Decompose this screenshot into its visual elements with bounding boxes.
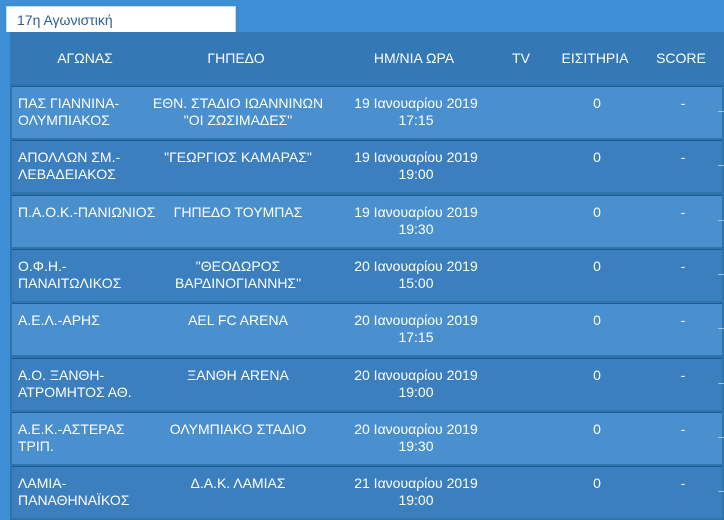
row-divider xyxy=(718,328,724,330)
table-row: Ο.Φ.Η.-ΠΑΝΑΙΤΩΛΙΚΟΣ "ΘΕΟΔΩΡΟΣ ΒΑΡΔΙΝΟΓΙΑΝ… xyxy=(12,248,724,301)
match-name: Ο.Φ.Η.-ΠΑΝΑΙΤΩΛΙΚΟΣ xyxy=(18,257,122,291)
match-time: 19:30 xyxy=(398,437,434,454)
venue-name: ΓΗΠΕΔΟ ΤΟΥΜΠΑΣ xyxy=(173,203,303,220)
match-datetime: 20 Ιανουαρίου 2019 17:15 xyxy=(330,312,502,346)
match-name: ΠΑΣ ΓΙΑΝΝΙΝΑ-ΟΛΥΜΠΙΑΚΟΣ xyxy=(18,95,120,128)
tickets-count: 0 xyxy=(593,475,601,492)
match-score: - xyxy=(680,312,686,329)
venue-name: ΟΛΥΜΠΙΑΚΟ ΣΤΑΔΙΟ xyxy=(169,420,307,437)
table-row: ΛΑΜΙΑ-ΠΑΝΑΘΗΝΑΪΚΟΣ Δ.Α.Κ. ΛΑΜΙΑΣ 21 Ιανουα… xyxy=(12,466,724,519)
match-datetime: 19 Ιανουαρίου 2019 19:30 xyxy=(330,204,502,238)
match-datetime: 19 Ιανουαρίου 2019 17:15 xyxy=(330,95,502,129)
table-row: Α.Ο. ΞΑΝΘΗ-ΑΤΡΟΜΗΤΟΣ ΑΘ. ΞΑΝΘΗ ARENA 20 Ια… xyxy=(12,357,724,410)
match-name: Α.Ε.Κ.-ΑΣΤΕΡΑΣ ΤΡΙΠ. xyxy=(18,420,125,454)
header-tickets: ΕΙΣΙΤΗΡΙΑ xyxy=(561,50,629,66)
match-time: 19:00 xyxy=(398,166,434,183)
match-date: 20 Ιανουαρίου 2019 xyxy=(354,312,478,329)
match-name: Α.Ο. ΞΑΝΘΗ-ΑΤΡΟΜΗΤΟΣ ΑΘ. xyxy=(18,366,132,400)
table-row: Π.Α.Ο.Κ.-ΠΑΝΙΩΝΙΟΣ ΓΗΠΕΔΟ ΤΟΥΜΠΑΣ 19 Ιανου… xyxy=(12,194,724,247)
tickets-count: 0 xyxy=(593,149,601,166)
tickets-count: 0 xyxy=(593,257,601,274)
match-score: - xyxy=(680,257,686,274)
row-divider xyxy=(718,382,724,384)
venue-name: AEL FC ARENA xyxy=(188,312,288,329)
match-score: - xyxy=(680,420,686,437)
tickets-count: 0 xyxy=(593,95,601,111)
table-row: Α.Ε.Λ.-ΑΡΗΣ AEL FC ARENA 20 Ιανουαρίου 201… xyxy=(12,303,724,356)
table-row: Α.Ε.Κ.-ΑΣΤΕΡΑΣ ΤΡΙΠ. ΟΛΥΜΠΙΑΚΟ ΣΤΑΔΙΟ 20 Ι… xyxy=(12,411,724,464)
match-date: 20 Ιανουαρίου 2019 xyxy=(354,420,478,437)
match-score: - xyxy=(680,366,686,383)
table-row: ΑΠΟΛΛΩΝ ΣΜ.-ΛΕΒΑΔΕΙΑΚΟΣ "ΓΕΩΡΓΙΟΣ ΚΑΜΑΡΑΣ… xyxy=(12,140,724,193)
tab-matchday[interactable]: 17η Αγωνιστική xyxy=(6,6,236,32)
venue-name: ΕΘΝ. ΣΤΑΔΙΟ ΙΩΑΝΝΙΝΩΝ "ΟΙ ΖΩΣΙΜΑΔΕΣ" xyxy=(152,95,324,128)
match-time: 17:15 xyxy=(398,112,434,128)
match-date: 20 Ιανουαρίου 2019 xyxy=(354,257,478,274)
match-score: - xyxy=(680,203,686,220)
match-datetime: 21 Ιανουαρίου 2019 19:00 xyxy=(330,475,502,509)
match-name: ΑΠΟΛΛΩΝ ΣΜ.-ΛΕΒΑΔΕΙΑΚΟΣ xyxy=(18,149,121,183)
match-name: Α.Ε.Λ.-ΑΡΗΣ xyxy=(18,312,100,329)
header-tv: TV xyxy=(512,50,530,66)
match-score: - xyxy=(680,475,686,492)
table-row: ΠΑΣ ΓΙΑΝΝΙΝΑ-ΟΛΥΜΠΙΑΚΟΣ ΕΘΝ. ΣΤΑΔΙΟ ΙΩΑΝΝ… xyxy=(12,86,724,138)
match-date: 21 Ιανουαρίου 2019 xyxy=(354,475,478,492)
match-datetime: 20 Ιανουαρίου 2019 19:30 xyxy=(330,421,502,455)
tickets-count: 0 xyxy=(593,312,601,329)
header-venue: ΓΗΠΕΔΟ xyxy=(207,50,265,66)
match-time: 19:00 xyxy=(398,492,434,509)
fixtures-table: ΑΓΩΝΑΣ ΓΗΠΕΔΟ ΗΜ/ΝΙΑ ΩΡΑ TV ΕΙΣΙΤΗΡΙΑ SC… xyxy=(10,32,724,520)
match-date: 20 Ιανουαρίου 2019 xyxy=(354,366,478,383)
match-score: - xyxy=(680,95,686,111)
match-time: 15:00 xyxy=(398,274,434,291)
venue-name: ΞΑΝΘΗ ARENA xyxy=(187,366,289,383)
match-date: 19 Ιανουαρίου 2019 xyxy=(354,149,478,166)
tickets-count: 0 xyxy=(593,366,601,383)
venue-name: "ΘΕΟΔΩΡΟΣ ΒΑΡΔΙΝΟΓΙΑΝΝΗΣ" xyxy=(174,257,302,291)
tickets-count: 0 xyxy=(593,203,601,220)
venue-name: Δ.Α.Κ. ΛΑΜΙΑΣ xyxy=(190,475,286,492)
row-divider xyxy=(718,219,724,221)
match-date: 19 Ιανουαρίου 2019 xyxy=(354,203,478,220)
tickets-count: 0 xyxy=(593,420,601,437)
row-divider xyxy=(718,491,724,493)
match-datetime: 20 Ιανουαρίου 2019 19:00 xyxy=(330,367,502,401)
match-name: ΛΑΜΙΑ-ΠΑΝΑΘΗΝΑΪΚΟΣ xyxy=(18,475,130,509)
header-score: SCORE xyxy=(656,50,706,66)
match-date: 19 Ιανουαρίου 2019 xyxy=(354,95,478,111)
header-match: ΑΓΩΝΑΣ xyxy=(57,50,113,66)
match-time: 19:00 xyxy=(398,383,434,400)
match-datetime: 20 Ιανουαρίου 2019 15:00 xyxy=(330,258,502,292)
row-divider xyxy=(718,436,724,438)
match-datetime: 19 Ιανουαρίου 2019 19:00 xyxy=(330,149,502,183)
match-time: 17:15 xyxy=(398,329,434,346)
match-name: Π.Α.Ο.Κ.-ΠΑΝΙΩΝΙΟΣ xyxy=(18,203,156,220)
row-divider xyxy=(718,111,724,112)
row-divider xyxy=(718,165,724,167)
venue-name: "ΓΕΩΡΓΙΟΣ ΚΑΜΑΡΑΣ" xyxy=(164,149,312,166)
header-datetime: ΗΜ/ΝΙΑ ΩΡΑ xyxy=(373,50,455,66)
match-time: 19:30 xyxy=(398,220,434,237)
row-divider xyxy=(718,273,724,275)
table-header: ΑΓΩΝΑΣ ΓΗΠΕΔΟ ΗΜ/ΝΙΑ ΩΡΑ TV ΕΙΣΙΤΗΡΙΑ SC… xyxy=(10,32,724,84)
match-score: - xyxy=(680,149,686,166)
